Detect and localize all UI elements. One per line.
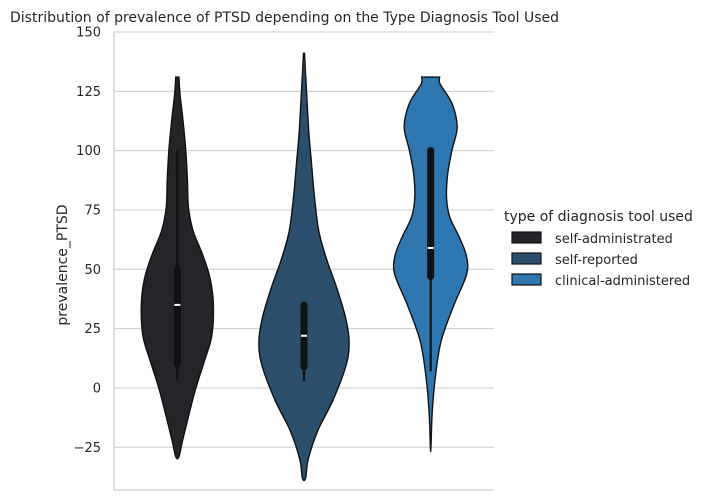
legend-swatch-clinical-administered [511,273,542,286]
legend-swatch-self-administrated [511,231,542,244]
legend-label-self-reported: self-reported [555,253,638,268]
legend: type of diagnosis tool used self-adminis… [504,209,693,289]
y-tick-label: 125 [76,85,101,100]
y-tick-label: −25 [74,441,101,456]
y-tick-label: 150 [76,26,101,41]
legend-label-clinical-administered: clinical-administered [555,274,690,289]
violins [140,52,469,482]
chart-title: Distribution of prevalence of PTSD depen… [10,10,559,26]
violin-self-reported [258,52,350,482]
y-tick-label: 25 [84,322,101,337]
y-tick-label: 50 [84,263,101,278]
legend-title: type of diagnosis tool used [504,209,693,225]
y-axis: 150 125 100 75 50 25 0 −25 [74,26,494,491]
legend-label-self-administrated: self-administrated [555,232,673,247]
y-axis-label: prevalence_PTSD [55,204,71,325]
y-tick-label: 0 [93,381,101,396]
y-tick-label: 100 [76,144,101,159]
legend-swatch-self-reported [511,252,542,265]
y-tick-label: 75 [84,203,101,218]
